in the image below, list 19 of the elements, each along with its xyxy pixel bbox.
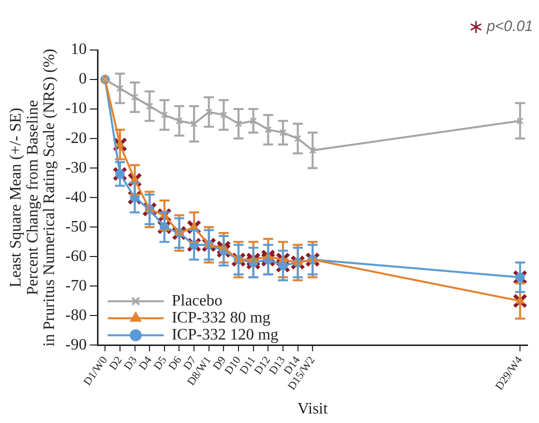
x-axis-title: Visit	[298, 400, 328, 418]
y-tick-label: -10	[65, 100, 87, 118]
y-tick-label: -60	[65, 248, 87, 265]
y-tick-label: -40	[65, 188, 87, 206]
y-axis-title: Least Square Mean (+/- SE) Percent Change from Baseline in Pruritus Numerical Rating Scale (NRS) (%)	[8, 48, 58, 346]
legend-label: ICP-332 120 mg	[172, 326, 278, 344]
text: p<0.01	[486, 18, 533, 35]
y-tick-label: -30	[65, 159, 87, 176]
y-tick-label: -50	[65, 218, 87, 236]
legend-label: Placebo	[172, 292, 222, 310]
y-tick-label: -70	[65, 277, 87, 294]
y-tick-label: -90	[65, 336, 87, 354]
x-tick-label: D6	[166, 354, 184, 372]
y-tick-label: -20	[65, 130, 87, 147]
y-tick-label: 10	[70, 41, 87, 58]
x-tick-label: D2	[107, 354, 125, 372]
y-tick-label: -80	[65, 306, 87, 324]
legend-label: ICP-332 80 mg	[172, 309, 270, 326]
y-tick-label: 0	[78, 70, 87, 88]
